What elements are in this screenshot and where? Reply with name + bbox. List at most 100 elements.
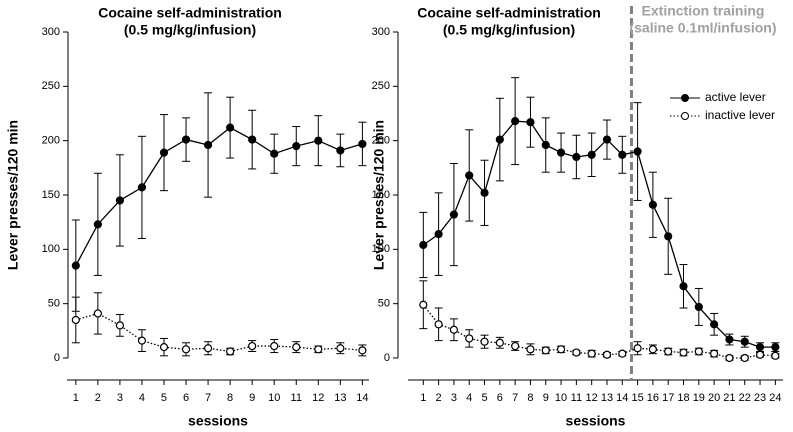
x-tick-label: 14: [356, 392, 368, 404]
x-tick-label: 11: [291, 392, 302, 404]
data-point: [572, 152, 581, 162]
data-point: [618, 349, 627, 358]
x-tick-label: 11: [571, 392, 582, 404]
data-point: [270, 149, 279, 158]
data-point: [556, 345, 566, 354]
data-point: [664, 347, 673, 356]
data-point: [71, 315, 80, 325]
data-point: [480, 337, 489, 346]
x-tick-label: 13: [334, 392, 346, 404]
data-point: [465, 334, 474, 343]
data-point: [725, 353, 734, 363]
data-point: [434, 230, 443, 239]
y-tick-label: 100: [42, 243, 60, 255]
data-point: [587, 150, 596, 159]
x-tick-label: 10: [555, 392, 567, 404]
x-tick-label: 22: [739, 392, 751, 404]
data-point: [449, 210, 459, 219]
x-tick-label: 3: [117, 392, 123, 404]
chart-subtitle: (0.5 mg/kg/infusion): [124, 22, 256, 38]
y-tick-label: 100: [372, 243, 390, 255]
data-point: [159, 343, 169, 352]
data-point: [358, 346, 367, 355]
data-point: [725, 335, 734, 344]
y-tick-label: 200: [372, 135, 390, 147]
data-point: [618, 150, 627, 159]
x-tick-label: 21: [723, 392, 735, 404]
data-point: [771, 351, 780, 360]
x-tick-label: 6: [497, 392, 503, 404]
annotation-title: Extinction training: [642, 3, 765, 19]
data-point: [226, 347, 235, 356]
x-tick-label: 5: [481, 392, 487, 404]
x-tick-label: 18: [677, 392, 689, 404]
data-point: [740, 337, 749, 346]
y-tick-label: 50: [378, 298, 390, 310]
x-tick-label: 8: [527, 392, 533, 404]
y-tick-label: 50: [48, 298, 60, 310]
x-tick-label: 2: [95, 392, 101, 404]
x-tick-label: 1: [73, 392, 79, 404]
data-point: [115, 196, 125, 205]
data-point: [771, 343, 780, 352]
data-point: [694, 302, 703, 312]
y-tick-label: 0: [384, 352, 390, 364]
x-tick-label: 3: [451, 392, 457, 404]
x-tick-label: 24: [769, 392, 781, 404]
x-tick-label: 5: [161, 392, 167, 404]
legend-label: active lever: [705, 90, 766, 104]
data-point: [181, 135, 191, 144]
data-point: [336, 344, 345, 353]
x-tick-label: 9: [543, 392, 549, 404]
chart-title: Cocaine self-administration: [98, 5, 282, 21]
data-point: [314, 345, 323, 354]
data-point: [465, 171, 474, 180]
legend-marker: [681, 112, 689, 120]
data-point: [740, 353, 749, 363]
x-tick-label: 12: [312, 392, 324, 404]
x-tick-label: 16: [647, 392, 659, 404]
y-tick-label: 150: [372, 189, 390, 201]
data-point: [633, 344, 642, 353]
data-point: [755, 350, 765, 359]
data-point: [270, 341, 279, 351]
data-point: [419, 300, 428, 309]
data-point: [511, 117, 520, 126]
x-tick-label: 19: [693, 392, 705, 404]
data-point: [449, 325, 459, 334]
data-point: [664, 232, 673, 241]
legend-label: inactive lever: [705, 108, 775, 122]
data-point: [336, 146, 345, 155]
x-tick-label: 10: [268, 392, 280, 404]
data-point: [587, 349, 596, 358]
series-line: [422, 120, 776, 348]
data-point: [541, 346, 550, 355]
data-point: [314, 136, 323, 145]
annotation-subtitle: (saline 0.1ml/infusion): [629, 20, 776, 36]
x-tick-label: 20: [708, 392, 720, 404]
data-point: [93, 220, 102, 229]
data-point: [137, 336, 147, 345]
x-tick-label: 2: [436, 392, 442, 404]
x-tick-label: 12: [586, 392, 598, 404]
y-tick-label: 300: [372, 26, 390, 38]
data-point: [248, 135, 257, 144]
data-point: [226, 123, 235, 132]
data-point: [526, 345, 535, 354]
series-line: [422, 304, 776, 359]
data-point: [292, 343, 301, 352]
x-tick-label: 17: [662, 392, 674, 404]
data-point: [137, 183, 147, 192]
data-point: [648, 200, 657, 209]
chart-title: Cocaine self-administration: [417, 5, 601, 21]
data-point: [93, 309, 102, 318]
x-tick-label: 4: [139, 392, 145, 404]
x-tick-label: 7: [512, 392, 518, 404]
y-tick-label: 300: [42, 26, 60, 38]
data-point: [495, 338, 504, 347]
data-point: [648, 345, 657, 354]
data-point: [159, 148, 169, 157]
y-tick-label: 250: [42, 80, 60, 92]
data-point: [203, 140, 213, 150]
